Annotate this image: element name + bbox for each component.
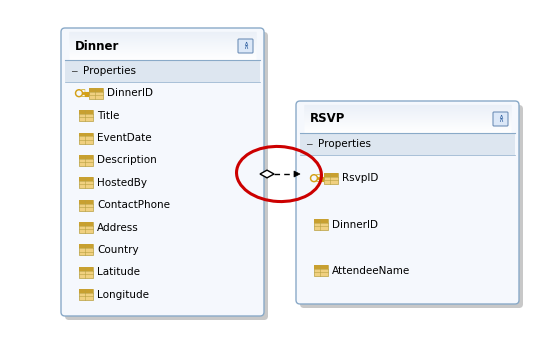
Bar — [79, 244, 93, 248]
Text: Address: Address — [97, 223, 139, 233]
Text: Latitude: Latitude — [97, 267, 140, 277]
Text: Properties: Properties — [318, 139, 371, 149]
Text: Dinner: Dinner — [75, 40, 119, 53]
Bar — [79, 155, 93, 159]
Text: 🔑: 🔑 — [316, 174, 320, 183]
Text: ∧: ∧ — [498, 117, 504, 123]
Bar — [79, 267, 93, 278]
Circle shape — [77, 91, 81, 95]
Bar — [89, 88, 103, 99]
Bar — [79, 289, 93, 300]
Bar — [79, 244, 93, 256]
Bar — [314, 219, 328, 223]
Bar — [79, 200, 93, 211]
FancyBboxPatch shape — [296, 101, 519, 304]
Text: ∧: ∧ — [498, 114, 504, 120]
Text: HostedBy: HostedBy — [97, 178, 147, 188]
Bar — [324, 173, 338, 177]
Bar — [79, 222, 93, 226]
FancyBboxPatch shape — [300, 105, 523, 308]
Bar — [79, 133, 93, 143]
Circle shape — [76, 90, 83, 97]
Bar — [314, 265, 328, 269]
Text: Longitude: Longitude — [97, 290, 149, 300]
Text: RsvpID: RsvpID — [342, 173, 379, 183]
Polygon shape — [294, 171, 300, 177]
Bar — [89, 88, 103, 92]
FancyBboxPatch shape — [61, 28, 264, 316]
FancyBboxPatch shape — [493, 112, 508, 126]
Bar — [79, 200, 93, 203]
Bar — [300, 133, 515, 155]
Text: Title: Title — [97, 111, 119, 121]
FancyBboxPatch shape — [238, 39, 253, 53]
Bar — [314, 219, 328, 230]
Polygon shape — [260, 170, 274, 178]
Bar — [79, 222, 93, 233]
Circle shape — [312, 176, 316, 180]
Bar — [79, 177, 93, 188]
Bar — [79, 155, 93, 166]
Text: AttendeeName: AttendeeName — [332, 266, 410, 276]
Text: Description: Description — [97, 155, 157, 165]
Text: DinnerID: DinnerID — [107, 88, 153, 98]
Bar — [79, 110, 93, 114]
Text: 🔑: 🔑 — [81, 89, 85, 98]
Bar — [65, 60, 260, 82]
Bar — [79, 110, 93, 121]
Text: EventDate: EventDate — [97, 133, 152, 143]
Bar — [79, 133, 93, 136]
Text: Properties: Properties — [83, 66, 136, 76]
Bar — [79, 177, 93, 181]
Text: ∧: ∧ — [243, 41, 249, 47]
FancyBboxPatch shape — [65, 32, 268, 320]
Text: −: − — [70, 66, 78, 76]
Circle shape — [311, 175, 318, 182]
Text: Country: Country — [97, 245, 139, 255]
Text: ContactPhone: ContactPhone — [97, 200, 170, 210]
Text: DinnerID: DinnerID — [332, 219, 378, 230]
Bar — [79, 289, 93, 293]
Text: −: − — [305, 140, 313, 148]
Bar — [79, 267, 93, 271]
Bar — [314, 265, 328, 276]
Text: ∧: ∧ — [243, 44, 249, 50]
Bar — [324, 173, 338, 184]
Text: RSVP: RSVP — [310, 113, 345, 125]
